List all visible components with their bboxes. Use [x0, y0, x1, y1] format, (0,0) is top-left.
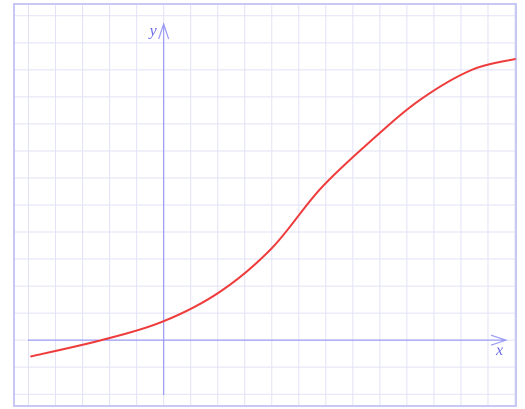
border: [13, 3, 517, 407]
x-axis-label: x: [495, 342, 503, 359]
y-axis-label: y: [148, 23, 158, 40]
x-axis-arrow: [490, 334, 508, 346]
curve: [30, 58, 516, 358]
y-axis-arrow: [158, 22, 170, 40]
